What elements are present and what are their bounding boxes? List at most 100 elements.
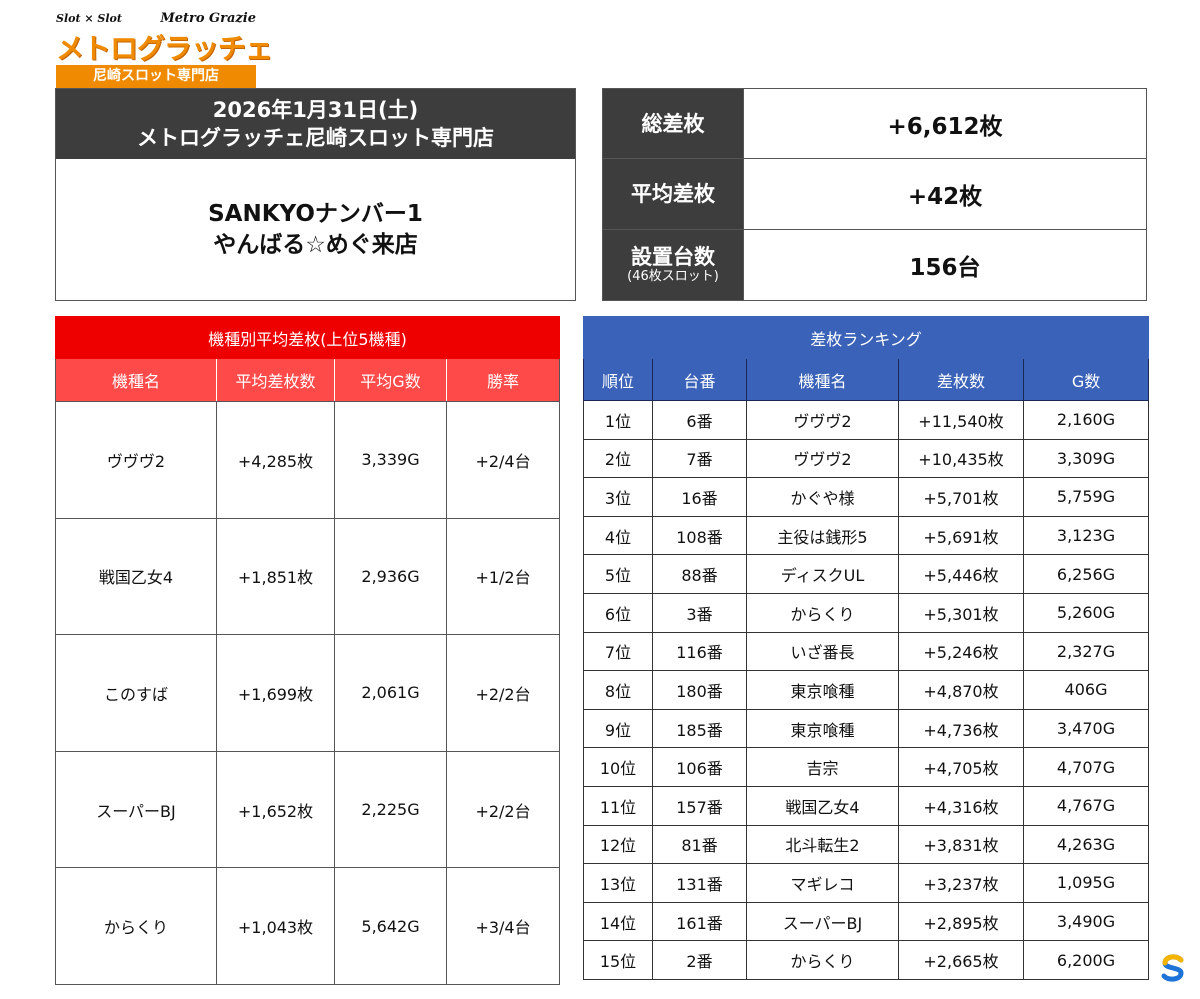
table-cell: 1位 <box>583 400 653 440</box>
table-cell: 2位 <box>583 438 653 479</box>
table-cell: 3,490G <box>1022 901 1150 942</box>
table-row: からくり +1,043枚 5,642G +3/4台 <box>55 867 561 985</box>
table-cell: 3番 <box>652 592 747 633</box>
table-cell: いざ番長 <box>746 631 899 672</box>
table-cell: 北斗転生2 <box>746 824 899 865</box>
table-cell: ディスクUL <box>746 554 899 594</box>
table-cell: かぐや様 <box>746 477 899 517</box>
table-cell: ヴヴヴ2 <box>746 400 899 440</box>
column-header: 差枚数 <box>898 358 1024 401</box>
table-cell: 3位 <box>583 477 653 517</box>
ranking-table: 差枚ランキング 順位 台番 機種名 差枚数 G数 1位 6番 ヴヴヴ2 +11,540… <box>582 316 1150 980</box>
summary-value: +6,612枚 <box>743 89 1146 158</box>
table-cell: 2,160G <box>1022 400 1150 440</box>
summary-label: 平均差枚 <box>603 159 743 229</box>
table-cell: +4,705枚 <box>898 747 1024 787</box>
logo-brand-text: Metro Grazie <box>160 10 256 26</box>
title-header: 2026年1月31日(土) メトログラッチェ尼崎スロット専門店 <box>56 89 575 159</box>
table-cell: 7位 <box>583 631 653 672</box>
table-row: ヴヴヴ2 +4,285枚 3,339G +2/4台 <box>55 401 561 519</box>
table-cell: 7番 <box>652 438 747 479</box>
table-cell: 戦国乙女4 <box>746 785 899 826</box>
table-cell: からくり <box>746 592 899 633</box>
summary-value: 156台 <box>743 230 1146 300</box>
table-row: 5位 88番 ディスクUL +5,446枚 6,256G <box>583 554 1150 594</box>
table-cell: 88番 <box>652 554 747 594</box>
column-header: 台番 <box>652 358 747 401</box>
table-cell: +5,246枚 <box>898 631 1024 672</box>
summary-row-total: 総差枚 +6,612枚 <box>603 89 1146 159</box>
table-cell: 157番 <box>652 785 747 826</box>
table-cell: 16番 <box>652 477 747 517</box>
table-cell: 2,327G <box>1022 631 1150 672</box>
logo-main-text: メトログラッチェ <box>56 32 273 65</box>
event-info: SANKYOナンバー1 やんばる☆めぐ来店 <box>56 159 575 300</box>
summary-box: 総差枚 +6,612枚 平均差枚 +42枚 設置台数 (46枚スロット) 156… <box>602 88 1147 301</box>
table-cell: +4,316枚 <box>898 785 1024 826</box>
table-cell: +4,870枚 <box>898 670 1024 710</box>
model-average-table: 機種別平均差枚(上位5機種) 機種名 平均差枚数 平均G数 勝率 ヴヴヴ2 +4,… <box>54 316 561 985</box>
summary-row-machines: 設置台数 (46枚スロット) 156台 <box>603 230 1146 300</box>
table-cell: 5位 <box>583 554 653 594</box>
table-cell: +4,736枚 <box>898 708 1024 749</box>
table-cell: 14位 <box>583 901 653 942</box>
table-row: 11位 157番 戦国乙女4 +4,316枚 4,767G <box>583 785 1150 826</box>
table-cell: +5,701枚 <box>898 477 1024 517</box>
table-cell: 主役は銭形5 <box>746 515 899 556</box>
table-row: 2位 7番 ヴヴヴ2 +10,435枚 3,309G <box>583 438 1150 479</box>
table-cell: +3,831枚 <box>898 824 1024 865</box>
table-row: 7位 116番 いざ番長 +5,246枚 2,327G <box>583 631 1150 672</box>
table-row: スーパーBJ +1,652枚 2,225G +2/2台 <box>55 750 561 869</box>
table-cell: 11位 <box>583 785 653 826</box>
table-row: 3位 16番 かぐや様 +5,701枚 5,759G <box>583 477 1150 517</box>
column-header: 機種名 <box>746 358 899 401</box>
table-cell: 108番 <box>652 515 747 556</box>
table-cell: スーパーBJ <box>746 901 899 942</box>
title-box: 2026年1月31日(土) メトログラッチェ尼崎スロット専門店 SANKYOナン… <box>55 88 576 301</box>
table-cell: 1,095G <box>1022 863 1150 903</box>
column-header: 平均差枚数 <box>216 358 335 402</box>
ranking-table-caption: 差枚ランキング <box>582 316 1150 359</box>
table-cell: +5,446枚 <box>898 554 1024 594</box>
table-cell: 6,200G <box>1022 940 1150 980</box>
table-cell: 185番 <box>652 708 747 749</box>
column-header: 平均G数 <box>334 358 447 402</box>
table-cell: 吉宗 <box>746 747 899 787</box>
table-cell: +10,435枚 <box>898 438 1024 479</box>
ranking-body: 1位 6番 ヴヴヴ2 +11,540枚 2,160G 2位 7番 ヴヴヴ2 +10,435枚 3,… <box>583 400 1150 980</box>
table-cell: 東京喰種 <box>746 670 899 710</box>
table-row: 13位 131番 マギレコ +3,237枚 1,095G <box>583 863 1150 903</box>
table-cell: 東京喰種 <box>746 708 899 749</box>
table-cell: マギレコ <box>746 863 899 903</box>
table-cell: 12位 <box>583 824 653 865</box>
date-line: 2026年1月31日(土) <box>212 98 419 122</box>
table-row: 9位 185番 東京喰種 +4,736枚 3,470G <box>583 708 1150 749</box>
table-cell: 180番 <box>652 670 747 710</box>
table-cell: 10位 <box>583 747 653 787</box>
event-line-2: やんばる☆めぐ来店 <box>213 231 418 258</box>
table-cell: +5,301枚 <box>898 592 1024 633</box>
table-row: 8位 180番 東京喰種 +4,870枚 406G <box>583 670 1150 710</box>
table-cell: 4,767G <box>1022 785 1150 826</box>
table-cell: 161番 <box>652 901 747 942</box>
table-row: 4位 108番 主役は銭形5 +5,691枚 3,123G <box>583 515 1150 556</box>
table-cell: 116番 <box>652 631 747 672</box>
table-row: 14位 161番 スーパーBJ +2,895枚 3,490G <box>583 901 1150 942</box>
column-header: 順位 <box>583 358 653 401</box>
ranking-table-header: 順位 台番 機種名 差枚数 G数 <box>583 358 1150 401</box>
table-cell: +11,540枚 <box>898 400 1024 440</box>
table-cell: 131番 <box>652 863 747 903</box>
store-name-line: メトログラッチェ尼崎スロット専門店 <box>137 126 494 150</box>
summary-label: 設置台数 (46枚スロット) <box>603 230 743 300</box>
model-table-header: 機種名 平均差枚数 平均G数 勝率 <box>55 358 561 402</box>
table-cell: 15位 <box>583 940 653 980</box>
column-header: 機種名 <box>55 358 217 402</box>
table-cell: 9位 <box>583 708 653 749</box>
table-cell: 5,260G <box>1022 592 1150 633</box>
table-cell: +3,237枚 <box>898 863 1024 903</box>
column-header: 勝率 <box>445 358 561 402</box>
table-cell: 3,470G <box>1022 708 1150 749</box>
table-cell: 4位 <box>583 515 653 556</box>
table-cell: 3,309G <box>1022 438 1150 479</box>
model-table-caption: 機種別平均差枚(上位5機種) <box>54 316 561 359</box>
